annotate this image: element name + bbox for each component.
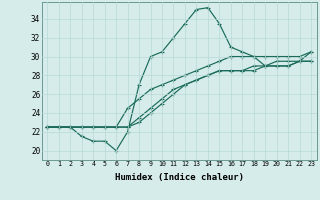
X-axis label: Humidex (Indice chaleur): Humidex (Indice chaleur) [115,173,244,182]
